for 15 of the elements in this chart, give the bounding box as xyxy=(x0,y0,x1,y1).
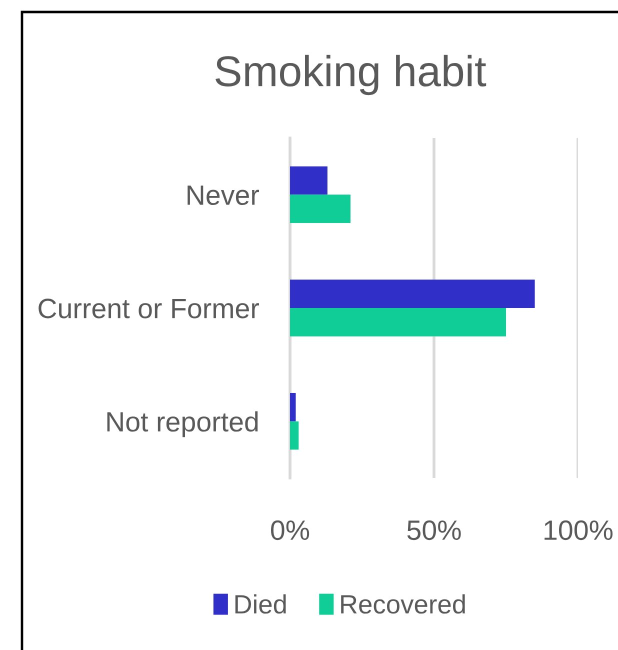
bar xyxy=(290,166,328,195)
legend-label: Recovered xyxy=(341,594,465,614)
bar xyxy=(290,421,299,450)
y-tick-label: Not reported xyxy=(107,411,258,438)
bar xyxy=(290,194,350,223)
y-tick-label: Current or Former xyxy=(38,298,259,318)
bar xyxy=(290,280,535,308)
legend-label: Died xyxy=(235,594,286,614)
x-tick-label: 0% xyxy=(271,520,310,540)
bar xyxy=(290,393,296,422)
x-tick-label: 50% xyxy=(407,520,461,540)
y-tick-label: Never xyxy=(188,186,259,206)
chart-title: Smoking habit xyxy=(216,54,486,96)
bar xyxy=(290,308,506,336)
x-tick-label: 100% xyxy=(544,520,613,540)
